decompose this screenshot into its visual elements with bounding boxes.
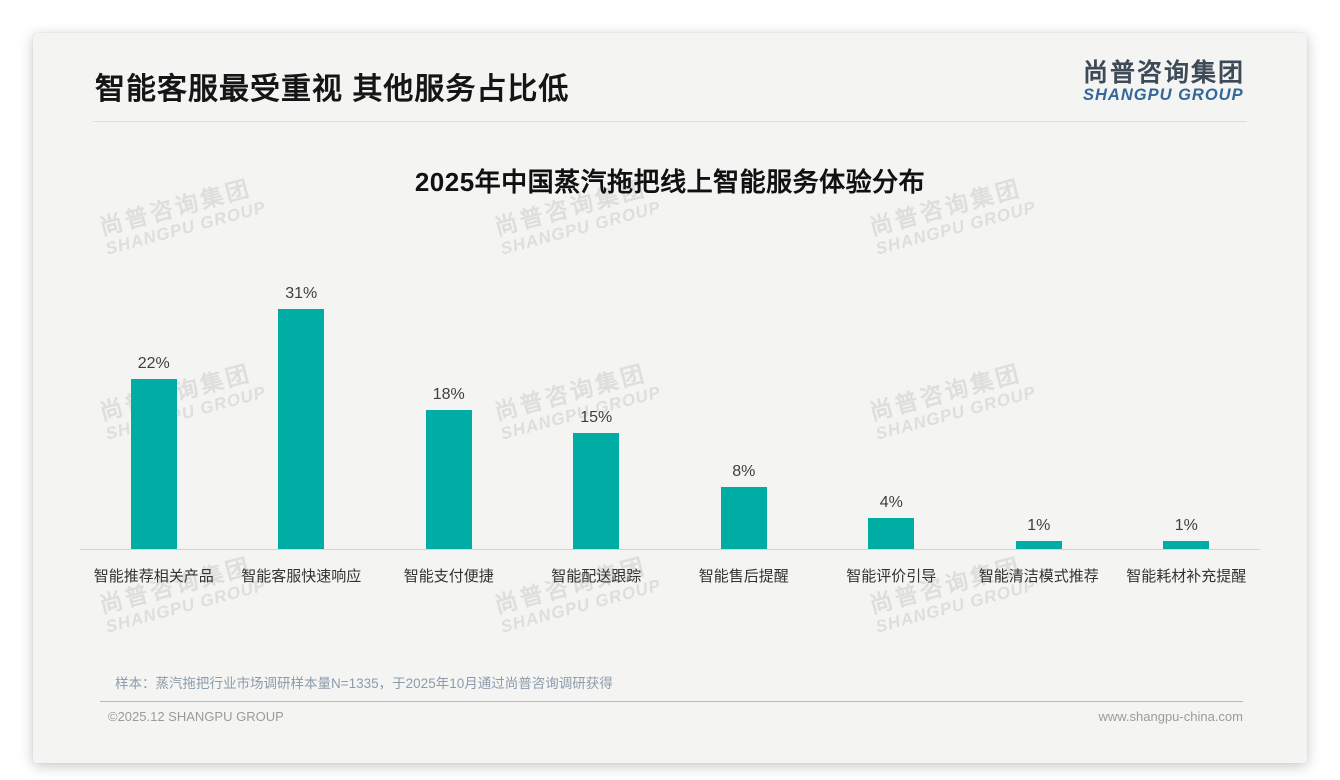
- category-label: 智能客服快速响应: [241, 568, 362, 585]
- bar-value-label: 4%: [879, 494, 903, 511]
- logo-english-text: SHANGPU GROUP: [1082, 86, 1244, 105]
- category-label: 智能推荐相关产品: [93, 568, 214, 585]
- bar: [1163, 541, 1210, 549]
- bar-column: 22%: [80, 355, 228, 549]
- card-footer: ©2025.12 SHANGPU GROUP www.shangpu-china…: [108, 709, 1243, 724]
- category-label: 智能耗材补充提醒: [1126, 568, 1247, 585]
- sample-note: 样本：蒸汽拖把行业市场调研样本量N=1335，于2025年10月通过尚普咨询调研…: [115, 676, 613, 691]
- page-title: 智能客服最受重视 其他服务占比低: [95, 73, 570, 106]
- bar-column: 15%: [523, 409, 671, 549]
- card-content: 智能客服最受重视 其他服务占比低 尚普咨询集团 SHANGPU GROUP 20…: [33, 60, 1307, 763]
- bar-value-label: 1%: [1174, 517, 1198, 534]
- category-label: 智能配送跟踪: [551, 568, 642, 585]
- card-header: 智能客服最受重视 其他服务占比低 尚普咨询集团 SHANGPU GROUP: [95, 60, 1245, 106]
- bar-value-label: 31%: [285, 285, 318, 302]
- bar-value-label: 1%: [1027, 517, 1051, 534]
- footer-divider: [100, 701, 1243, 702]
- bar: [1015, 541, 1062, 549]
- bar-value-label: 8%: [732, 463, 756, 480]
- bar: [278, 309, 325, 549]
- category-axis-labels: 智能推荐相关产品 智能客服快速响应 智能支付便捷 智能配送跟踪 智能售后提醒 智能评价引导…: [80, 550, 1260, 586]
- category-label: 智能清洁模式推荐: [978, 568, 1099, 585]
- category-label: 智能售后提醒: [698, 568, 789, 585]
- bar-value-label: 15%: [580, 409, 613, 426]
- category-label: 智能支付便捷: [403, 568, 494, 585]
- bar-chart: 22% 31% 18% 15% 8% 4% 1% 1%: [80, 211, 1260, 550]
- bar-column: 1%: [1113, 517, 1261, 549]
- category-label: 智能评价引导: [846, 568, 937, 585]
- bar-value-label: 22%: [137, 355, 170, 372]
- footer-website: www.shangpu-china.com: [1098, 709, 1243, 724]
- bar: [720, 487, 767, 549]
- bar: [573, 433, 620, 549]
- bar-value-label: 18%: [432, 386, 465, 403]
- footer-copyright: ©2025.12 SHANGPU GROUP: [108, 709, 284, 724]
- chart-title: 2025年中国蒸汽拖把线上智能服务体验分布: [414, 167, 926, 197]
- bar: [130, 379, 177, 549]
- bar-column: 1%: [965, 517, 1113, 549]
- bar-column: 8%: [670, 463, 818, 549]
- bar-column: 4%: [818, 494, 966, 549]
- logo-chinese-text: 尚普咨询集团: [1082, 58, 1245, 87]
- bar: [868, 518, 915, 549]
- bar-column: 31%: [228, 285, 376, 549]
- shangpu-logo: 尚普咨询集团 SHANGPU GROUP: [1083, 60, 1245, 106]
- report-card: 尚普咨询集团 SHANGPU GROUP 尚普咨询集团 SHANGPU GROUP 尚普…: [33, 33, 1307, 763]
- title-divider: [93, 121, 1247, 122]
- bar-column: 18%: [375, 386, 523, 549]
- bar: [425, 410, 472, 549]
